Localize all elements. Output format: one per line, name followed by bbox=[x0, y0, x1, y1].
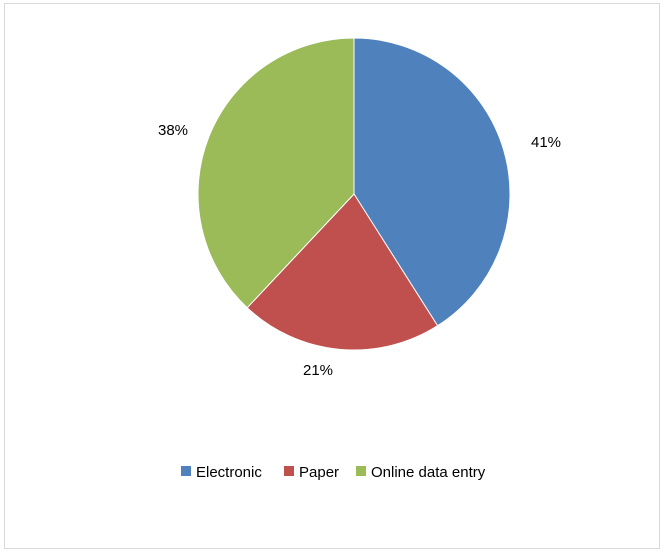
legend-label-online-data-entry: Online data entry bbox=[371, 464, 486, 481]
slice-paper bbox=[246, 193, 439, 351]
legend-label-paper: Paper bbox=[299, 464, 339, 481]
legend-swatch-electronic bbox=[181, 466, 191, 476]
legend-swatch-paper bbox=[284, 466, 294, 476]
pie-data-labels: 41% 21% 38% bbox=[158, 122, 561, 379]
pie-slices bbox=[197, 37, 511, 351]
legend-swatch-online-data-entry bbox=[356, 466, 366, 476]
legend: Electronic Paper Online data entry bbox=[181, 464, 486, 481]
data-label-electronic: 41% bbox=[531, 134, 561, 151]
slice-electronic bbox=[353, 37, 511, 327]
legend-label-electronic: Electronic bbox=[196, 464, 262, 481]
slice-online-data-entry bbox=[197, 37, 355, 309]
data-label-online-data-entry: 38% bbox=[158, 122, 188, 139]
data-label-paper: 21% bbox=[303, 362, 333, 379]
